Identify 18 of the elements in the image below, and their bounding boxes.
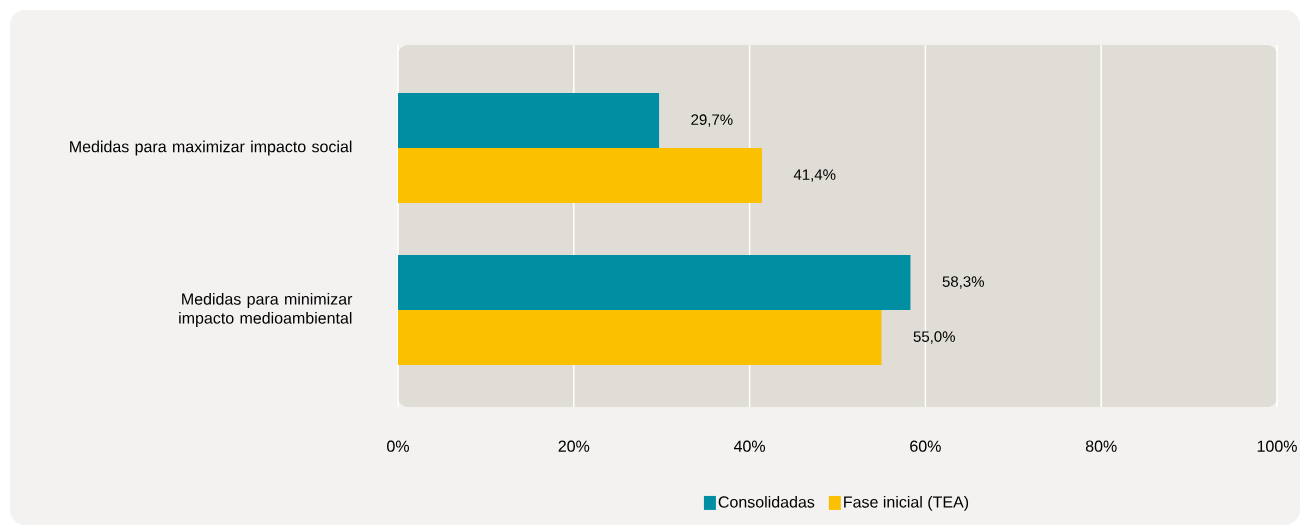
x-tick-label: 0%	[387, 440, 409, 452]
x-tick-label: 60%	[910, 440, 941, 452]
bar	[398, 254, 911, 310]
data-label: 29,7%	[691, 114, 733, 127]
y-tick-label: Medidas para minimizar impacto medioambiental	[179, 293, 353, 327]
x-tick-label: 20%	[558, 440, 590, 452]
data-label: 55,0%	[913, 331, 955, 344]
data-label: 58,3%	[942, 276, 984, 289]
y-tick-label: Medidas para maximizar impacto social	[70, 140, 352, 156]
x-tick-label: 40%	[733, 440, 766, 452]
bar	[398, 93, 660, 149]
legend-label: Fase inicial (TEA)	[844, 495, 969, 511]
bar	[398, 148, 762, 204]
x-tick-label: 100%	[1257, 440, 1297, 452]
data-label: 41,4%	[793, 169, 836, 182]
x-tick-label: 80%	[1085, 440, 1117, 452]
bar	[398, 309, 882, 365]
legend-label: Consolidadas	[718, 495, 815, 508]
